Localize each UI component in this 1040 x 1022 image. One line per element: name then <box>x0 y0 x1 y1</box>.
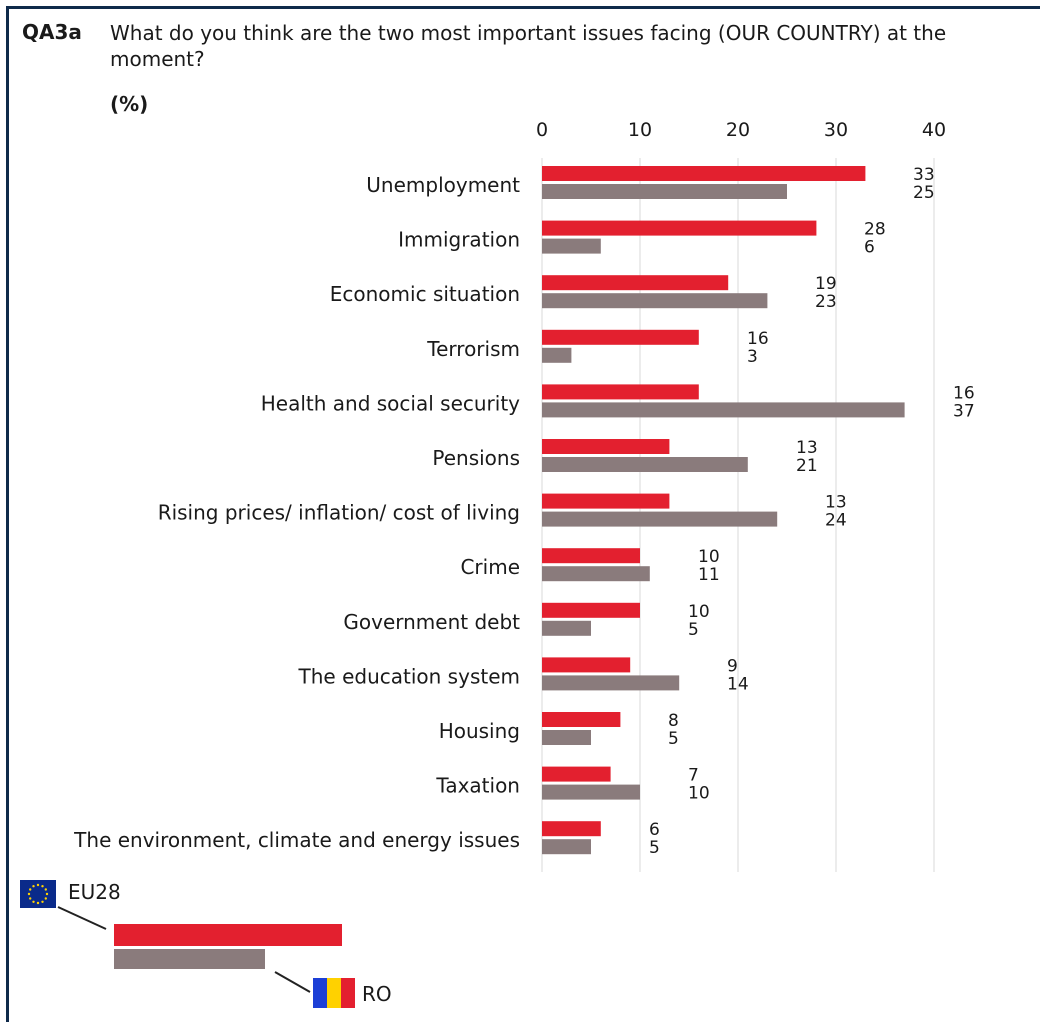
bar-eu28 <box>542 602 640 618</box>
bar-eu28 <box>542 657 631 673</box>
value-label-ro: 10 <box>688 784 710 804</box>
value-labels: 3325286192316316371321132410111059148571… <box>649 165 975 858</box>
value-label-ro: 11 <box>698 565 720 585</box>
category-label: Government debt <box>343 610 520 634</box>
value-label-eu28: 9 <box>727 656 738 676</box>
bars <box>542 166 905 855</box>
bar-eu28 <box>542 712 621 727</box>
question-text: What do you think are the two most impor… <box>110 21 947 71</box>
legend-label-eu28: EU28 <box>68 880 121 904</box>
value-label-ro: 6 <box>864 238 875 258</box>
x-tick-label: 0 <box>536 119 548 141</box>
x-tick-labels: 0 10 20 30 40 <box>536 119 946 141</box>
legend-bar-ro <box>114 949 265 969</box>
category-label: Immigration <box>398 228 520 252</box>
bar-eu28 <box>542 821 601 837</box>
x-tick-label: 10 <box>628 119 652 141</box>
bar-eu28 <box>542 548 640 564</box>
bar-ro <box>542 293 768 309</box>
bar-ro <box>542 347 572 363</box>
value-label-eu28: 13 <box>825 493 847 513</box>
category-label: Housing <box>439 719 520 743</box>
bar-eu28 <box>542 493 670 509</box>
bar-ro <box>542 620 591 636</box>
bar-eu28 <box>542 439 670 454</box>
value-label-eu28: 7 <box>688 766 699 786</box>
value-label-eu28: 13 <box>796 438 818 458</box>
value-label-eu28: 6 <box>649 820 660 840</box>
value-label-eu28: 10 <box>688 602 710 622</box>
legend-label-ro: RO <box>362 982 392 1006</box>
chart-frame <box>6 6 1040 1022</box>
x-tick-label: 20 <box>726 119 750 141</box>
bar-eu28 <box>542 220 817 236</box>
value-label-eu28: 16 <box>953 383 975 403</box>
category-label: Pensions <box>432 446 520 470</box>
bar-ro <box>542 511 778 527</box>
bar-eu28 <box>542 275 729 291</box>
category-label: Terrorism <box>426 337 520 361</box>
category-label: The education system <box>298 664 520 688</box>
bar-eu28 <box>542 329 699 345</box>
value-label-ro: 25 <box>913 183 935 203</box>
bar-ro <box>542 402 905 418</box>
romania-flag-icon <box>313 978 355 1008</box>
legend-connector-eu <box>57 906 107 930</box>
unit-label: (%) <box>110 92 149 116</box>
category-label: Taxation <box>435 774 520 798</box>
value-label-ro: 3 <box>747 347 758 367</box>
bar-ro <box>542 457 748 472</box>
legend <box>20 880 355 1008</box>
question-code: QA3a <box>22 20 82 44</box>
value-label-eu28: 8 <box>668 711 679 731</box>
x-tick-label: 40 <box>922 119 946 141</box>
bar-eu28 <box>542 166 866 181</box>
bar-ro <box>542 184 787 199</box>
category-label: Unemployment <box>366 173 520 197</box>
value-label-ro: 5 <box>688 620 699 640</box>
bar-ro <box>542 839 591 855</box>
bar-ro <box>542 238 601 254</box>
bar-ro <box>542 566 650 582</box>
value-label-eu28: 16 <box>747 329 769 349</box>
value-label-ro: 23 <box>815 292 837 312</box>
legend-connector-ro <box>274 971 311 993</box>
value-label-ro: 14 <box>727 674 749 694</box>
value-label-ro: 24 <box>825 511 847 531</box>
x-tick-label: 30 <box>824 119 848 141</box>
legend-bar-eu28 <box>114 924 342 946</box>
bar-eu28 <box>542 766 611 782</box>
value-label-ro: 37 <box>953 401 975 421</box>
eu-flag-icon <box>20 880 56 908</box>
bar-eu28 <box>542 384 699 400</box>
category-label: Rising prices/ inflation/ cost of living <box>158 501 520 525</box>
category-label: The environment, climate and energy issu… <box>73 828 520 852</box>
value-label-eu28: 19 <box>815 274 837 294</box>
value-label-ro: 5 <box>668 729 679 749</box>
bar-ro <box>542 730 591 745</box>
category-label: Economic situation <box>330 282 520 306</box>
category-label: Crime <box>460 555 520 579</box>
value-label-ro: 5 <box>649 838 660 858</box>
value-label-eu28: 33 <box>913 165 935 185</box>
value-label-ro: 21 <box>796 456 818 476</box>
category-labels: Unemployment Immigration Economic situatio… <box>73 173 520 852</box>
bar-ro <box>542 675 680 691</box>
value-label-eu28: 28 <box>864 220 886 240</box>
bar-ro <box>542 784 640 800</box>
value-label-eu28: 10 <box>698 547 720 567</box>
category-label: Health and social security <box>261 391 520 415</box>
